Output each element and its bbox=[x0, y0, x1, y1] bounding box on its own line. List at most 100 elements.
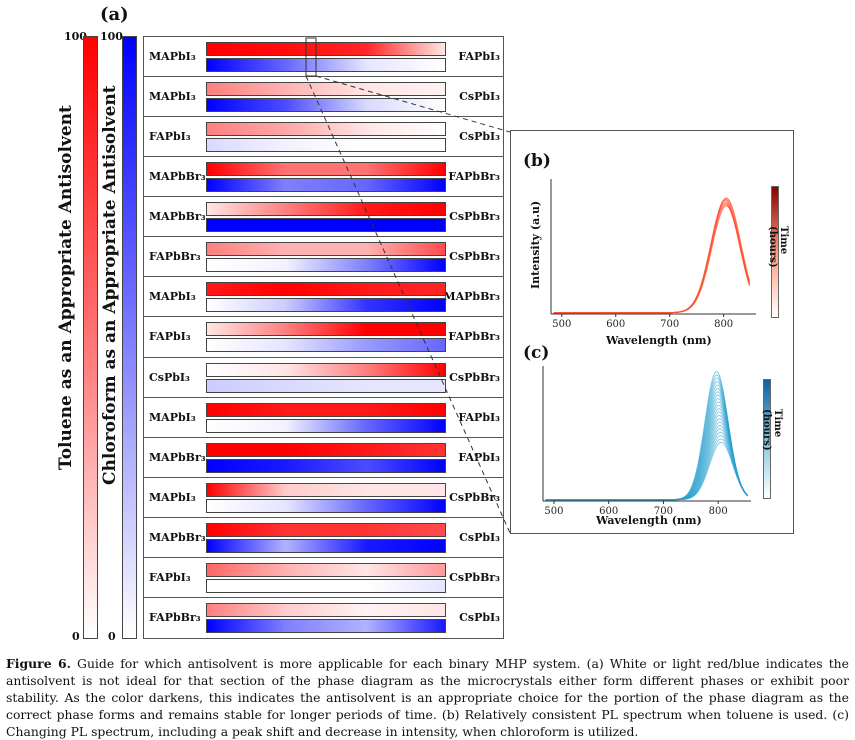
grid-row: MAPbBr₃ FAPbI₃ bbox=[144, 438, 503, 478]
row-left-label: CsPbI₃ bbox=[149, 370, 190, 384]
scale-left-top-tick: 100 bbox=[64, 30, 87, 43]
x-tick-label: 800 bbox=[709, 506, 728, 517]
grid-row: MAPbI₃ MAPbBr₃ bbox=[144, 277, 503, 318]
panel-c-label: (c) bbox=[523, 343, 550, 363]
row-left-label: MAPbI₃ bbox=[149, 410, 196, 424]
spectrum-curve bbox=[545, 428, 749, 501]
toluene-gradient-bar bbox=[206, 162, 446, 177]
spectrum-curve bbox=[545, 441, 749, 501]
grid-row: FAPbI₃ FAPbBr₃ bbox=[144, 317, 503, 358]
toluene-gradient-bar bbox=[206, 362, 446, 377]
chloroform-scale-bar bbox=[122, 36, 137, 639]
row-left-label: MAPbI₃ bbox=[149, 50, 196, 63]
row-left-label: MAPbBr₃ bbox=[149, 170, 206, 184]
chloroform-gradient-bar bbox=[206, 218, 446, 233]
spectrum-curve bbox=[545, 404, 749, 501]
spectrum-curve bbox=[553, 197, 750, 314]
row-left-label: MAPbI₃ bbox=[149, 90, 196, 104]
chloroform-gradient-bar bbox=[206, 538, 446, 553]
x-tick-label: 800 bbox=[714, 319, 733, 330]
toluene-gradient-bar bbox=[206, 562, 446, 577]
pl-spectra-panel: (b) Intensity (a.u) 500 600 700 800 Wavelen… bbox=[510, 130, 794, 534]
toluene-gradient-bar bbox=[206, 242, 446, 257]
x-tick-label: 700 bbox=[660, 319, 679, 330]
figure-caption: Figure 6. Guide for which antisolvent is… bbox=[6, 655, 849, 740]
panel-b-plot: 500 600 700 800 bbox=[550, 179, 756, 330]
grid-row: CsPbI₃ CsPbBr₃ bbox=[144, 358, 503, 398]
grid-row: MAPbI₃ FAPbI₃ bbox=[144, 398, 503, 438]
row-right-label: FAPbBr₃ bbox=[448, 330, 500, 344]
row-right-label: MAPbBr₃ bbox=[443, 290, 500, 304]
spectrum-curve bbox=[553, 197, 750, 314]
chloroform-gradient-bar bbox=[206, 98, 446, 113]
scale-right-top-tick: 100 bbox=[100, 30, 123, 43]
spectrum-curve bbox=[553, 205, 750, 314]
caption-label: Figure 6. bbox=[6, 656, 71, 671]
x-tick-label: 500 bbox=[544, 506, 563, 517]
scale-right-bottom-tick: 0 bbox=[108, 630, 116, 643]
chloroform-gradient-bar bbox=[206, 378, 446, 393]
row-right-label: FAPbI₃ bbox=[458, 410, 500, 424]
toluene-gradient-bar bbox=[206, 442, 446, 457]
toluene-gradient-bar bbox=[206, 322, 446, 337]
chloroform-gradient-bar bbox=[206, 498, 446, 513]
row-right-label: FAPbI₃ bbox=[458, 50, 500, 63]
row-right-label: CsPbI₃ bbox=[459, 90, 500, 104]
spectrum-curve bbox=[545, 374, 749, 501]
row-right-label: FAPbBr₃ bbox=[448, 170, 500, 184]
grid-row: MAPbI₃ CsPbI₃ bbox=[144, 77, 503, 118]
row-left-label: FAPbBr₃ bbox=[149, 250, 201, 264]
spectrum-curve bbox=[553, 203, 750, 314]
toluene-gradient-bar bbox=[206, 402, 446, 417]
chloroform-gradient-bar bbox=[206, 258, 446, 273]
x-tick-label: 500 bbox=[552, 319, 571, 330]
spectrum-curve bbox=[545, 438, 749, 501]
row-left-label: FAPbI₃ bbox=[149, 570, 191, 584]
spectrum-curve bbox=[553, 198, 750, 314]
spectrum-curve bbox=[553, 205, 750, 314]
spectrum-curve bbox=[553, 204, 750, 314]
panel-b-label: (b) bbox=[523, 151, 551, 171]
grid-row: FAPbI₃ CsPbBr₃ bbox=[144, 558, 503, 598]
binary-mhp-grid: MAPbI₃ FAPbI₃ MAPbI₃ CsPbI₃ FAPbI₃ CsPbI₃ MAPb… bbox=[143, 36, 504, 639]
row-left-label: MAPbBr₃ bbox=[149, 450, 206, 464]
panel-b-colorbar-label: Time (hours) bbox=[767, 226, 789, 268]
spectrum-curve bbox=[553, 202, 750, 314]
spectrum-curve bbox=[545, 370, 749, 501]
spectrum-curve bbox=[553, 200, 750, 314]
toluene-gradient-bar bbox=[206, 42, 446, 56]
toluene-gradient-bar bbox=[206, 82, 446, 97]
panel-b-xlabel: Wavelength (nm) bbox=[606, 334, 712, 347]
caption-text: Guide for which antisolvent is more appl… bbox=[6, 656, 849, 739]
grid-row: FAPbBr₃ CsPbI₃ bbox=[144, 598, 503, 638]
chloroform-gradient-bar bbox=[206, 138, 446, 153]
spectrum-curve bbox=[553, 202, 750, 314]
x-tick-label: 600 bbox=[599, 506, 618, 517]
x-tick-label: 600 bbox=[606, 319, 625, 330]
panel-b-colorbar bbox=[771, 186, 779, 318]
chloroform-gradient-bar bbox=[206, 458, 446, 473]
row-right-label: CsPbBr₃ bbox=[449, 370, 500, 384]
toluene-gradient-bar bbox=[206, 482, 446, 497]
panel-a-label: (a) bbox=[100, 4, 129, 25]
row-right-label: CsPbBr₃ bbox=[449, 570, 500, 584]
row-right-label: CsPbI₃ bbox=[459, 610, 500, 624]
spectrum-curve bbox=[545, 424, 749, 501]
spectrum-curve bbox=[545, 421, 749, 501]
scale-left-bottom-tick: 0 bbox=[72, 630, 80, 643]
row-left-label: MAPbI₃ bbox=[149, 290, 196, 304]
spectrum-curve bbox=[553, 198, 750, 314]
spectrum-curve bbox=[545, 387, 749, 501]
grid-row: MAPbI₃ FAPbI₃ bbox=[144, 37, 503, 78]
toluene-gradient-bar bbox=[206, 602, 446, 617]
grid-row: FAPbI₃ CsPbI₃ bbox=[144, 117, 503, 158]
row-right-label: CsPbBr₃ bbox=[449, 250, 500, 264]
grid-row: FAPbBr₃ CsPbBr₃ bbox=[144, 237, 503, 278]
row-right-label: CsPbBr₃ bbox=[449, 490, 500, 504]
spectrum-curve bbox=[553, 199, 750, 314]
toluene-gradient-bar bbox=[206, 122, 446, 137]
row-left-label: MAPbBr₃ bbox=[149, 530, 206, 544]
spectrum-curve bbox=[553, 198, 750, 314]
chloroform-gradient-bar bbox=[206, 578, 446, 593]
